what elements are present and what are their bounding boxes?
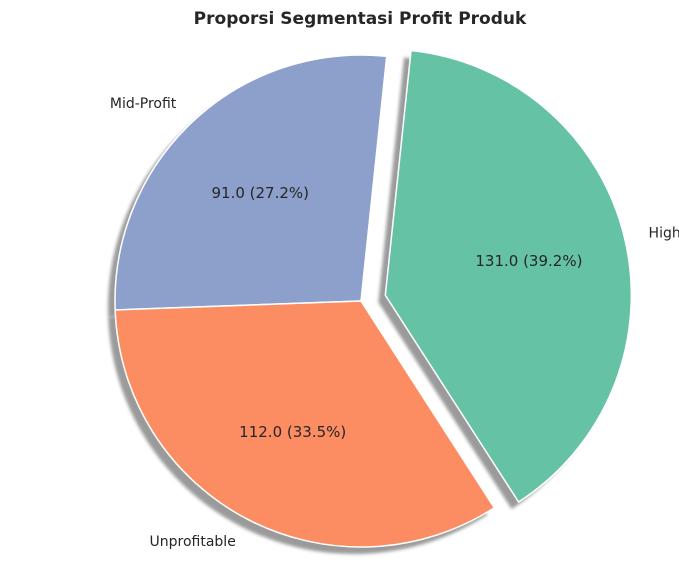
slices [114, 49, 633, 548]
chart-title: Proporsi Segmentasi Profit Produk [194, 9, 527, 29]
slice-value-label-mid-profit: 91.0 (27.2%) [211, 184, 309, 202]
slice-value-label-unprofitable: 112.0 (33.5%) [239, 423, 346, 441]
slice-mid-profit [114, 54, 388, 311]
slice-value-label-high-profit: 131.0 (39.2%) [475, 252, 582, 270]
slice-high-profit [384, 49, 633, 503]
slice-unprofitable [114, 300, 496, 548]
slice-labels: Mid-Profit 91.0 (27.2%) Unprofitable 112.0 … [110, 96, 679, 550]
slice-label-unprofitable: Unprofitable [150, 534, 236, 550]
slice-label-mid-profit: Mid-Profit [110, 96, 177, 112]
slice-label-high-profit: High-Profit [649, 225, 679, 241]
